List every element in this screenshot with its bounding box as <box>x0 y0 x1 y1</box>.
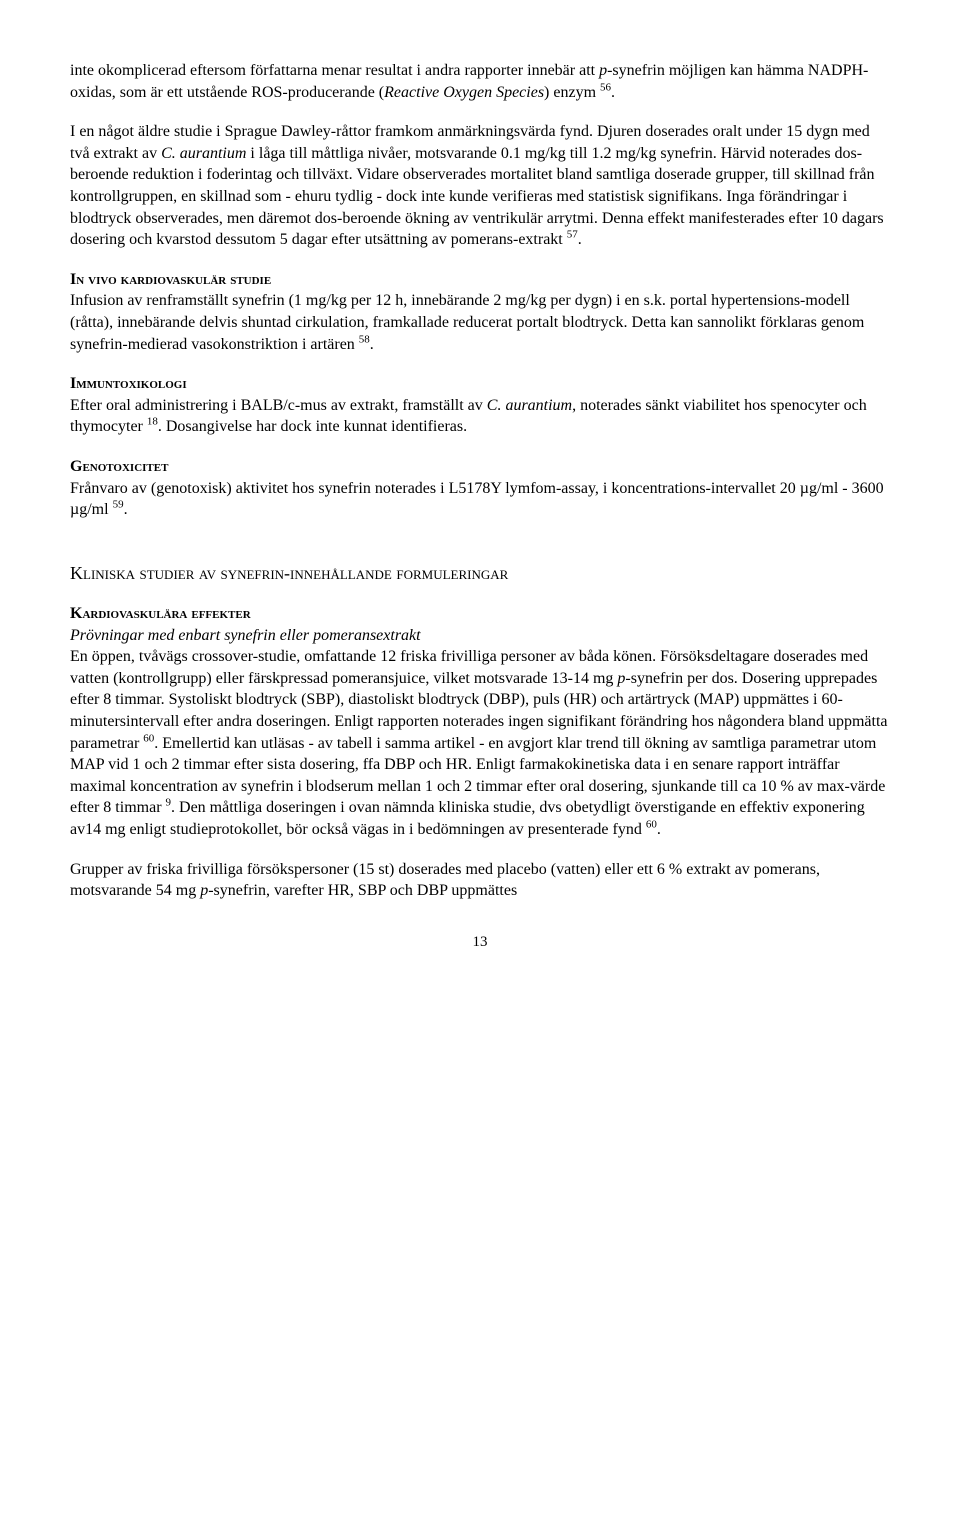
major-heading: Kliniska studier av synefrin-innehålland… <box>70 561 890 585</box>
kardio-body: En öppen, tvåvägs crossover-studie, omfa… <box>70 646 890 840</box>
study-paragraph: I en något äldre studie i Sprague Dawley… <box>70 121 890 251</box>
intro-paragraph: inte okomplicerad eftersom författarna m… <box>70 60 890 103</box>
kardio-heading: Kardiovaskulära effekter <box>70 603 890 625</box>
last-paragraph: Grupper av friska frivilliga försökspers… <box>70 859 890 902</box>
kardio-subheading: Prövningar med enbart synefrin eller pom… <box>70 625 890 647</box>
immun-heading: Immuntoxikologi <box>70 373 890 395</box>
invivo-heading: In vivo kardiovaskulär studie <box>70 269 890 291</box>
geno-body: Frånvaro av (genotoxisk) aktivitet hos s… <box>70 478 890 521</box>
page-number: 13 <box>70 932 890 952</box>
invivo-body: Infusion av renframställt synefrin (1 mg… <box>70 290 890 355</box>
immun-body: Efter oral administrering i BALB/c-mus a… <box>70 395 890 438</box>
geno-heading: Genotoxicitet <box>70 456 890 478</box>
